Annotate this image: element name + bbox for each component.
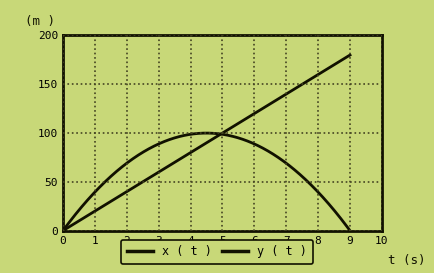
Legend: x ( t ), y ( t ): x ( t ), y ( t ) — [121, 240, 313, 264]
Text: (m ): (m ) — [25, 15, 55, 28]
Text: t (s): t (s) — [388, 254, 426, 267]
